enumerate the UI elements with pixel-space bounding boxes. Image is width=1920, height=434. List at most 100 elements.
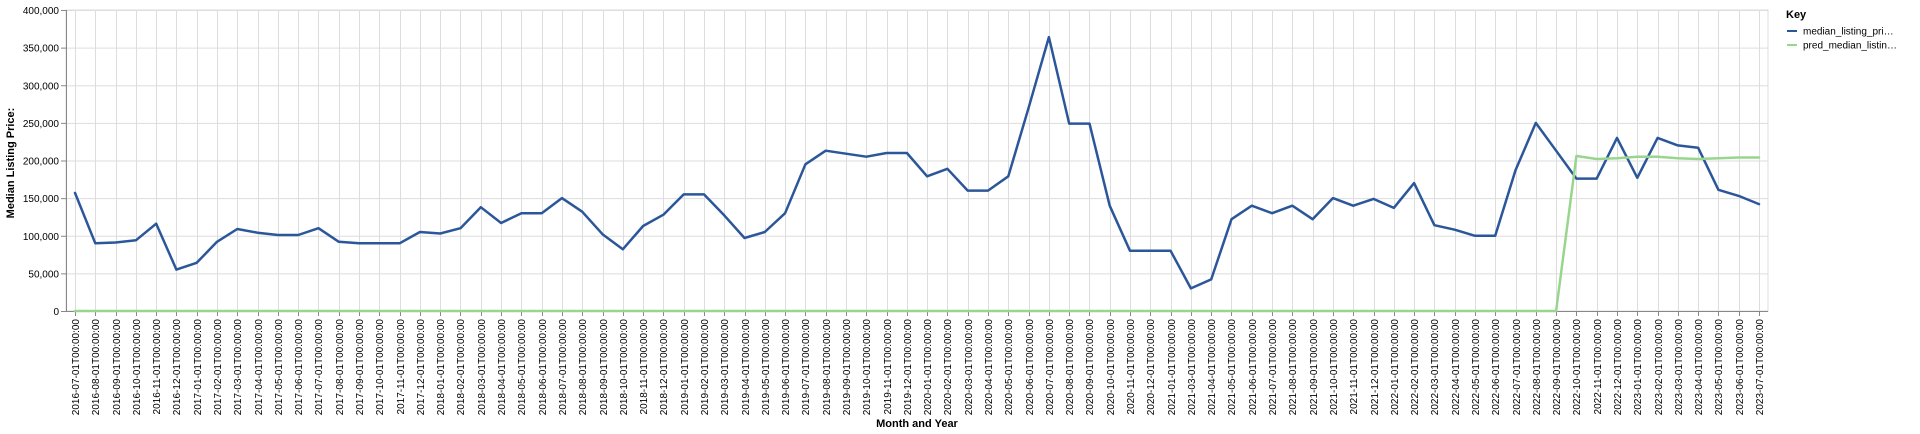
legend: Key median_listing_pri… pred_median_listi… xyxy=(1786,9,1897,52)
y-tick-label: 300,000 xyxy=(23,81,60,92)
x-tick-label: 2020-03-01T00:00:00 xyxy=(964,319,975,416)
x-tick-label: 2019-01-01T00:00:00 xyxy=(680,319,691,416)
x-tick-label: 2018-07-01T00:00:00 xyxy=(558,319,569,416)
y-tick-label: 150,000 xyxy=(23,194,60,205)
x-tick-label: 2018-05-01T00:00:00 xyxy=(517,319,528,416)
x-tick-label: 2022-01-01T00:00:00 xyxy=(1390,319,1401,416)
x-tick-label: 2022-11-01T00:00:00 xyxy=(1593,319,1604,415)
x-tick-label: 2023-04-01T00:00:00 xyxy=(1694,319,1705,416)
x-tick-label: 2016-11-01T00:00:00 xyxy=(152,319,163,415)
y-tick-label: 0 xyxy=(53,307,59,318)
grid-lines xyxy=(65,9,1769,312)
x-tick-label: 2018-02-01T00:00:00 xyxy=(456,319,467,416)
x-tick-label: 2017-08-01T00:00:00 xyxy=(335,319,346,416)
y-tick-label: 50,000 xyxy=(28,269,59,280)
x-tick-label: 2020-05-01T00:00:00 xyxy=(1004,319,1015,416)
x-tick-label: 2021-07-01T00:00:00 xyxy=(1268,319,1279,416)
x-tick-label: 2021-08-01T00:00:00 xyxy=(1288,319,1299,416)
y-tick-label: 100,000 xyxy=(23,232,60,243)
x-tick-label: 2022-09-01T00:00:00 xyxy=(1552,319,1563,416)
x-tick-label: 2021-12-01T00:00:00 xyxy=(1370,319,1381,416)
x-tick-label: 2016-10-01T00:00:00 xyxy=(132,319,143,416)
x-tick-label: 2021-10-01T00:00:00 xyxy=(1329,319,1340,416)
x-tick-label: 2021-05-01T00:00:00 xyxy=(1227,319,1238,416)
x-tick-label: 2016-09-01T00:00:00 xyxy=(112,319,123,416)
x-tick-label: 2017-09-01T00:00:00 xyxy=(355,319,366,416)
x-tick-label: 2018-08-01T00:00:00 xyxy=(578,319,589,416)
x-tick-label: 2022-03-01T00:00:00 xyxy=(1430,319,1441,416)
legend-title: Key xyxy=(1786,9,1807,21)
x-tick-label: 2022-05-01T00:00:00 xyxy=(1471,319,1482,416)
y-tick-label: 200,000 xyxy=(23,157,60,168)
x-tick-label: 2020-11-01T00:00:00 xyxy=(1126,319,1137,415)
x-tick-label: 2021-03-01T00:00:00 xyxy=(1187,319,1198,416)
x-tick-label: 2023-03-01T00:00:00 xyxy=(1674,319,1685,416)
x-tick-label: 2019-04-01T00:00:00 xyxy=(741,319,752,416)
x-tick-label: 2016-07-01T00:00:00 xyxy=(71,319,82,416)
y-tick-label: 400,000 xyxy=(23,6,60,17)
x-tick-label: 2017-04-01T00:00:00 xyxy=(254,319,265,416)
x-tick-label: 2016-08-01T00:00:00 xyxy=(91,319,102,416)
y-tick-label: 250,000 xyxy=(23,119,60,130)
x-tick-label: 2020-04-01T00:00:00 xyxy=(984,319,995,416)
x-tick-label: 2019-05-01T00:00:00 xyxy=(761,319,772,416)
x-tick-label: 2020-02-01T00:00:00 xyxy=(943,319,954,416)
x-tick-label: 2017-02-01T00:00:00 xyxy=(213,319,224,416)
x-tick-label: 2017-07-01T00:00:00 xyxy=(314,319,325,416)
x-tick-label: 2018-06-01T00:00:00 xyxy=(538,319,549,416)
x-tick-label: 2021-09-01T00:00:00 xyxy=(1309,319,1320,416)
x-tick-label: 2020-01-01T00:00:00 xyxy=(923,319,934,416)
x-tick-label: 2018-01-01T00:00:00 xyxy=(436,319,447,416)
x-tick-label: 2017-05-01T00:00:00 xyxy=(274,319,285,416)
x-tick-label: 2018-11-01T00:00:00 xyxy=(639,319,650,415)
x-tick-label: 2022-02-01T00:00:00 xyxy=(1410,319,1421,416)
x-tick-label: 2018-12-01T00:00:00 xyxy=(659,319,670,416)
x-tick-label: 2017-10-01T00:00:00 xyxy=(375,319,386,416)
x-tick-label: 2018-03-01T00:00:00 xyxy=(477,319,488,416)
series-line-median-listing-price xyxy=(73,35,1761,290)
x-tick-label: 2018-04-01T00:00:00 xyxy=(497,319,508,416)
x-tick-label: 2019-09-01T00:00:00 xyxy=(842,319,853,416)
series-layer xyxy=(73,35,1761,313)
legend-label: median_listing_pri… xyxy=(1803,27,1894,38)
x-tick-label: 2021-11-01T00:00:00 xyxy=(1349,319,1360,415)
x-tick-label: 2017-01-01T00:00:00 xyxy=(193,319,204,416)
x-axis: 2016-07-01T00:00:00 2016-08-01T00:00:00 20… xyxy=(66,311,1768,415)
x-tick-label: 2020-12-01T00:00:00 xyxy=(1146,319,1157,416)
x-tick-label: 2017-11-01T00:00:00 xyxy=(396,319,407,415)
x-tick-label: 2019-08-01T00:00:00 xyxy=(822,319,833,416)
x-tick-label: 2023-06-01T00:00:00 xyxy=(1735,319,1746,416)
x-tick-label: 2023-07-01T00:00:00 xyxy=(1755,319,1766,416)
x-tick-label: 2021-01-01T00:00:00 xyxy=(1167,319,1178,416)
x-tick-label: 2021-04-01T00:00:00 xyxy=(1207,319,1218,416)
x-tick-label: 2019-12-01T00:00:00 xyxy=(903,319,914,416)
series-line-pred-median-listing-price xyxy=(73,154,1761,313)
x-tick-label: 2019-02-01T00:00:00 xyxy=(700,319,711,416)
x-tick-label: 2022-04-01T00:00:00 xyxy=(1451,319,1462,416)
x-tick-label: 2019-10-01T00:00:00 xyxy=(862,319,873,416)
x-tick-label: 2019-11-01T00:00:00 xyxy=(883,319,894,415)
y-axis-title: Median Listing Price: xyxy=(5,108,17,219)
x-tick-label: 2019-03-01T00:00:00 xyxy=(720,319,731,416)
x-tick-label: 2019-06-01T00:00:00 xyxy=(781,319,792,416)
x-tick-label: 2020-09-01T00:00:00 xyxy=(1085,319,1096,416)
y-axis: 0 50,000 100,000 150,000 200,000 250,000 300,0… xyxy=(23,6,67,318)
x-tick-label: 2020-10-01T00:00:00 xyxy=(1106,319,1117,416)
x-tick-label: 2016-12-01T00:00:00 xyxy=(172,319,183,416)
x-tick-label: 2021-06-01T00:00:00 xyxy=(1248,319,1259,416)
x-tick-label: 2017-12-01T00:00:00 xyxy=(416,319,427,416)
x-tick-label: 2017-03-01T00:00:00 xyxy=(233,319,244,416)
x-tick-label: 2020-07-01T00:00:00 xyxy=(1045,319,1056,416)
x-tick-label: 2022-06-01T00:00:00 xyxy=(1491,319,1502,416)
x-tick-label: 2022-12-01T00:00:00 xyxy=(1613,319,1624,416)
x-tick-label: 2018-10-01T00:00:00 xyxy=(619,319,630,416)
x-tick-label: 2017-06-01T00:00:00 xyxy=(294,319,305,416)
x-tick-label: 2019-07-01T00:00:00 xyxy=(801,319,812,416)
x-tick-label: 2022-07-01T00:00:00 xyxy=(1512,319,1523,416)
legend-label: pred_median_listin… xyxy=(1803,41,1897,52)
y-tick-label: 350,000 xyxy=(23,44,60,55)
x-axis-title: Month and Year xyxy=(876,418,958,430)
x-tick-label: 2022-10-01T00:00:00 xyxy=(1572,319,1583,416)
